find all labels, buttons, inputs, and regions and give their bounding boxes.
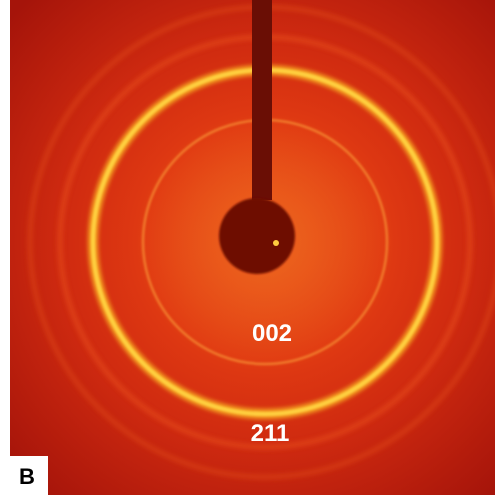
ring-label: 211: [251, 420, 290, 447]
direct-beam-spot: [273, 240, 279, 246]
panel-label-box: [10, 456, 48, 495]
ring-label: 002: [252, 320, 292, 347]
beam-stop-arm: [252, 0, 272, 200]
beam-stop: [219, 198, 295, 274]
panel-label: B: [19, 464, 35, 489]
